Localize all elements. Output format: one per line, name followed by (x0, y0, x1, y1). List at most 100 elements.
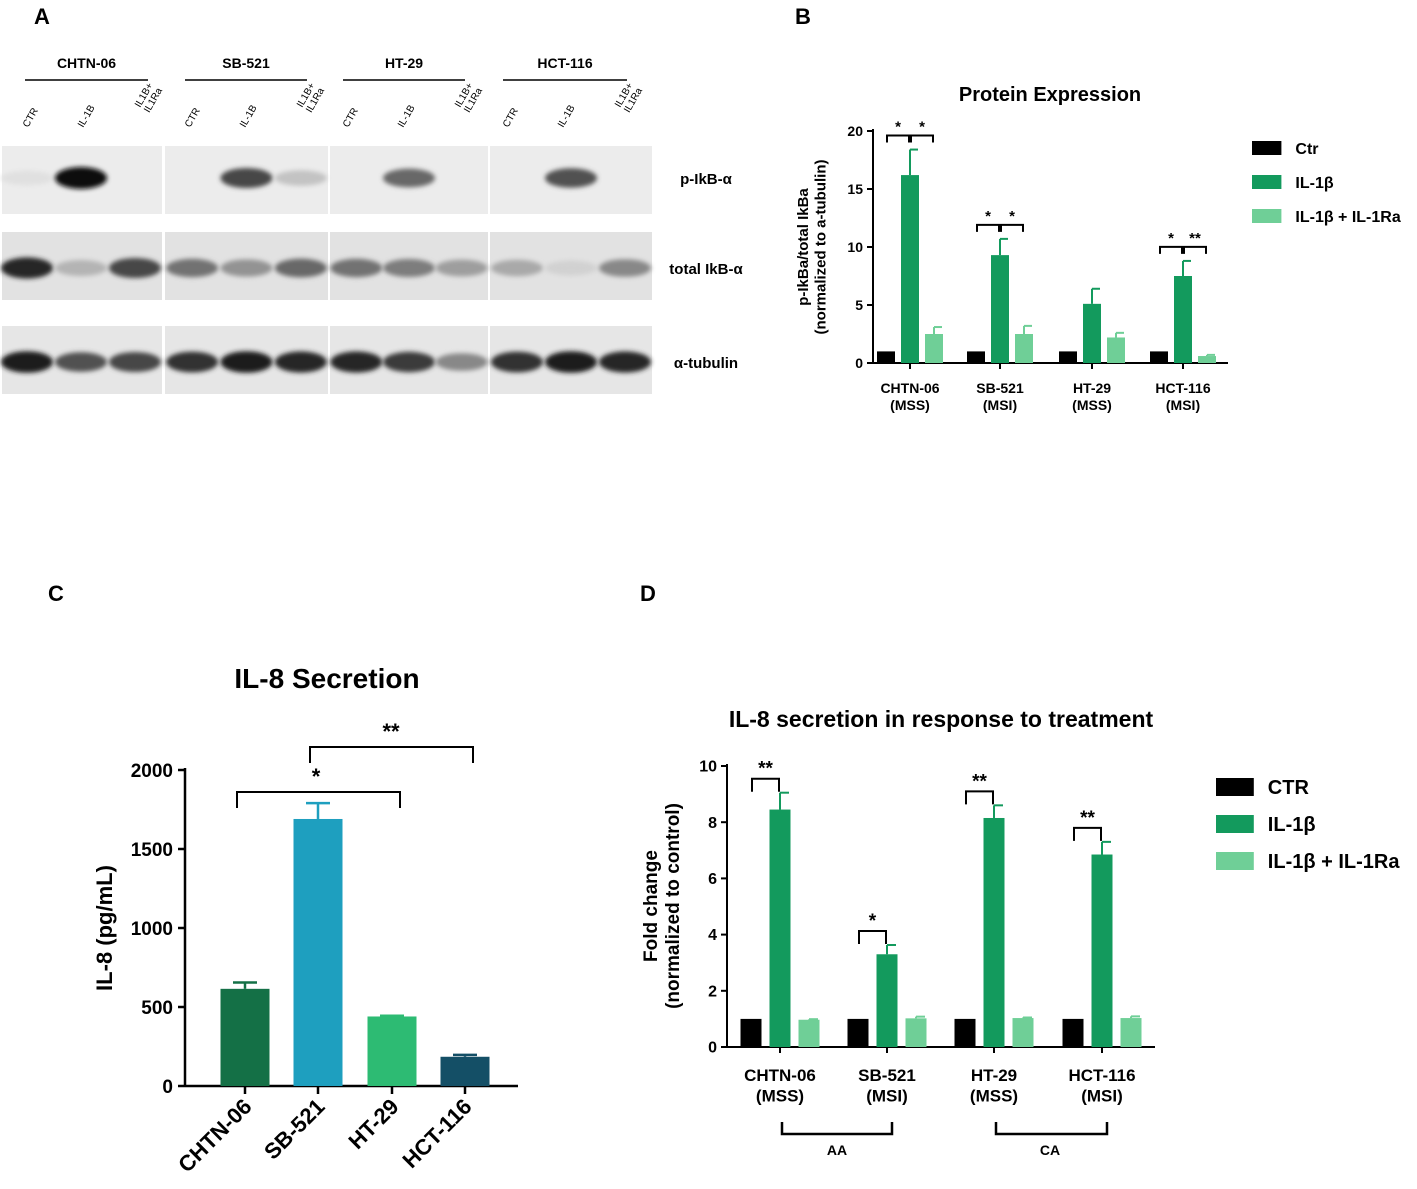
bar-il-1- (983, 817, 1005, 1047)
bar-il-1- (901, 175, 919, 363)
y-tick-label: 0 (855, 355, 863, 371)
blot-band (109, 258, 161, 278)
blot-label-2: α-tubulin (674, 355, 738, 372)
blot-band (435, 259, 488, 277)
bar-il-1-il-1ra (1012, 1018, 1034, 1047)
y-tick-label: 500 (141, 998, 173, 1019)
significance-bracket (236, 791, 401, 808)
bar-ctr (847, 1018, 869, 1047)
legend-swatch (1252, 175, 1282, 189)
chart-title: IL-8 secretion in response to treatment (729, 706, 1154, 732)
significance-marker: ** (758, 759, 773, 780)
blot-cell-line-headers: CHTN-06 SB-521 HT-29 HCT-116 (25, 55, 627, 81)
legend-swatch (1216, 815, 1254, 833)
significance-marker: * (869, 911, 877, 932)
bar-ctr (877, 351, 895, 363)
significance-bracket (858, 929, 887, 944)
panel-letter-b: B (795, 4, 811, 29)
blot-label-0: p-IkB-α (680, 171, 732, 188)
legend-swatch (1252, 209, 1282, 223)
lane-label-2: IL1B+IL1Ra (453, 81, 485, 115)
blot-band (274, 170, 327, 186)
blot-band (435, 353, 488, 371)
blot-band (1, 257, 53, 279)
significance-bracket (976, 223, 1000, 232)
y-tick-label: 5 (855, 297, 863, 313)
chart-title: IL-8 Secretion (234, 663, 419, 694)
significance-marker: * (895, 119, 901, 136)
group-bracket-aa (780, 1122, 894, 1136)
lane-label-1: IL-1B (238, 103, 260, 129)
legend-swatch (1216, 778, 1254, 796)
blot-band (599, 259, 651, 277)
bar-ctr (954, 1018, 976, 1047)
blot-band (330, 258, 383, 278)
bar-ctr (740, 1018, 762, 1047)
bar-il-1- (876, 954, 898, 1047)
blot-label-1: total IkB-α (669, 261, 743, 278)
bar-il-1- (769, 809, 791, 1047)
blot-band (383, 168, 435, 188)
blot-band (491, 351, 543, 373)
x-tick-label: HT-29 (MSS) (970, 1066, 1018, 1105)
y-tick-label: 2000 (131, 761, 173, 782)
blot-band (330, 351, 383, 373)
bar-il-1- (1174, 276, 1192, 363)
bar-il-1-il-1ra (1107, 337, 1125, 363)
significance-marker: ** (382, 719, 400, 744)
y-axis-label: Fold change(normalized to control) (641, 803, 684, 1009)
panel-letter-a: A (34, 4, 50, 29)
blot-band (166, 351, 219, 373)
blot-band (55, 260, 107, 276)
x-tick-label: HT-29 (MSS) (1072, 380, 1112, 413)
y-tick-label: 10 (699, 759, 717, 776)
blot-band (109, 352, 161, 372)
bar-il-1-il-1ra (1120, 1018, 1142, 1047)
significance-bracket (910, 134, 934, 143)
significance-bracket (751, 777, 780, 792)
blot-band (383, 351, 435, 373)
legend-entry: IL-1β (1295, 175, 1333, 192)
blot-band (599, 351, 651, 373)
bar-il-1-il-1ra (1198, 356, 1216, 363)
panel-letter-c: C (48, 581, 64, 606)
blot-band (545, 168, 597, 188)
significance-marker: * (919, 119, 925, 136)
lane-label-2: IL1B+IL1Ra (133, 81, 165, 115)
blot-band (383, 259, 435, 277)
significance-bracket (1000, 223, 1024, 232)
y-tick-label: 0 (162, 1077, 173, 1098)
legend-entry: IL-1β + IL-1Ra (1268, 851, 1401, 873)
blot-band (166, 258, 219, 278)
y-tick-label: 15 (847, 181, 863, 197)
y-tick-label: 1500 (131, 840, 173, 861)
bar-ctr (967, 351, 985, 363)
y-tick-label: 4 (708, 927, 717, 944)
il8-fold-change-chart: IL-8 secretion in response to treatment F… (641, 706, 1400, 1158)
significance-marker: * (985, 208, 991, 225)
x-tick-label: HCT-116 (397, 1094, 476, 1173)
x-tick-label: SB-521 (MSI) (976, 380, 1024, 413)
significance-marker: ** (1189, 230, 1201, 247)
group-label-aa: AA (827, 1142, 847, 1158)
x-tick-label: HCT-116 (MSI) (1155, 380, 1210, 413)
bar-sb-521 (293, 818, 343, 1086)
y-tick-label: 2 (708, 983, 717, 1000)
significance-marker: * (1009, 208, 1015, 225)
significance-marker: ** (972, 771, 987, 792)
blot-header-ht-29: HT-29 (385, 55, 423, 71)
blot-header-sb-521: SB-521 (222, 55, 270, 71)
bar-il-1-il-1ra (925, 334, 943, 363)
y-tick-label: 10 (847, 239, 863, 255)
y-tick-label: 0 (708, 1040, 717, 1057)
bar-il-1-il-1ra (905, 1018, 927, 1047)
lane-label-1: IL-1B (556, 103, 578, 129)
legend-entry: IL-1β (1268, 814, 1316, 836)
blot-band (274, 351, 327, 373)
legend-entry: IL-1β + IL-1Ra (1295, 209, 1400, 226)
bar-il-1-il-1ra (798, 1019, 820, 1047)
x-tick-label: SB-521 (MSI) (858, 1066, 916, 1105)
bar-ctr (1062, 1018, 1084, 1047)
significance-bracket (309, 746, 474, 763)
protein-expression-chart: Protein Expression p-IkBa/total IkBa(norm… (795, 84, 1401, 413)
